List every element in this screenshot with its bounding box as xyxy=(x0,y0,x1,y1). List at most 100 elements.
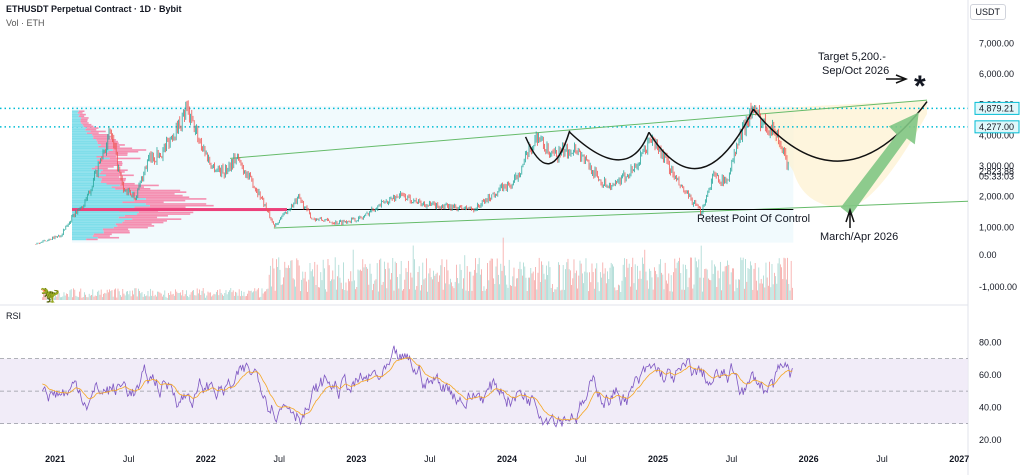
profile-bar-pink xyxy=(97,176,120,178)
profile-bar-blue xyxy=(72,188,116,190)
profile-bar-blue xyxy=(72,144,102,146)
profile-bar-pink xyxy=(145,198,207,200)
profile-bar-blue xyxy=(72,233,94,236)
profile-bar-pink xyxy=(102,169,128,172)
profile-bar-pink xyxy=(99,164,123,166)
price-tag-box xyxy=(974,120,1020,134)
profile-bar-pink xyxy=(102,154,128,156)
profile-bar-blue xyxy=(72,176,98,178)
annotation-target-date: Sep/Oct 2026 xyxy=(822,65,889,77)
profile-bar-pink xyxy=(132,218,182,220)
volume-label[interactable]: Vol · ETH xyxy=(6,18,45,28)
profile-bar-pink xyxy=(100,171,125,173)
profile-bar-blue xyxy=(72,134,93,136)
cup-arc-1 xyxy=(569,131,650,161)
profile-bar-blue xyxy=(72,184,120,187)
target-arrow-icon xyxy=(886,74,909,84)
rsi-label[interactable]: RSI xyxy=(6,311,22,321)
profile-bar-blue xyxy=(72,122,82,124)
profile-bar-blue xyxy=(72,174,106,177)
price-tick-label: 6,000.00 xyxy=(979,69,1014,79)
rsi-tick-label: 20.00 xyxy=(979,435,1002,445)
bottom-arrow-icon xyxy=(845,207,855,228)
profile-bar-pink xyxy=(79,113,86,116)
symbol-title[interactable]: ETHUSDT Perpetual Contract · 1D · Bybit xyxy=(6,4,182,14)
profile-bar-pink xyxy=(86,238,98,241)
annotation-target: Target 5,200.- xyxy=(818,51,886,63)
profile-bar-pink xyxy=(78,115,85,118)
x-tick-label: 2025 xyxy=(648,454,668,464)
profile-bar-blue xyxy=(72,221,123,224)
profile-bar-blue xyxy=(72,203,146,205)
annotation-retest: Retest Point Of Control xyxy=(697,213,810,225)
profile-bar-blue xyxy=(72,130,91,133)
profile-bar-blue xyxy=(72,193,129,195)
profile-bar-blue xyxy=(72,172,100,175)
profile-bar-pink xyxy=(83,125,94,128)
profile-bar-blue xyxy=(72,152,103,155)
projection-arrow xyxy=(840,112,919,216)
profile-bar-pink xyxy=(124,214,168,217)
profile-bar-blue xyxy=(72,162,100,165)
cup-arc-2 xyxy=(648,108,754,170)
profile-bar-pink xyxy=(117,225,155,227)
x-tick-label: 2022 xyxy=(196,454,216,464)
profile-bar-blue xyxy=(72,220,125,222)
profile-bar-blue xyxy=(72,230,104,232)
profile-bar-pink xyxy=(102,152,128,155)
profile-bar-blue xyxy=(72,231,104,234)
profile-bar-blue xyxy=(72,110,79,113)
annotation-bottom: March/Apr 2026 xyxy=(820,231,898,243)
rsi-tick-label: 80.00 xyxy=(979,337,1002,347)
profile-bar-pink xyxy=(131,189,181,192)
rsi-line xyxy=(42,345,793,428)
profile-bar-pink xyxy=(93,233,112,236)
profile-bar-pink xyxy=(145,203,207,205)
profile-bar-blue xyxy=(72,135,94,138)
profile-bar-pink xyxy=(80,120,88,123)
profile-bar-pink xyxy=(77,112,83,114)
profile-bar-pink xyxy=(115,223,152,226)
price-tag-label: 4,277.00 xyxy=(979,122,1014,132)
profile-bar-pink xyxy=(118,216,158,219)
profile-bar-blue xyxy=(72,139,97,141)
profile-bar-blue xyxy=(72,225,118,227)
volume-tick-label: -1,000.00 xyxy=(979,282,1017,292)
rsi-tick-label: 40.00 xyxy=(979,402,1002,412)
price-tag-label: 4,879.21 xyxy=(979,103,1014,113)
profile-bar-blue xyxy=(72,166,95,168)
profile-bar-blue xyxy=(72,159,98,161)
profile-bar-blue xyxy=(72,226,114,229)
profile-bar-blue xyxy=(72,218,133,220)
profile-bar-pink xyxy=(109,157,141,160)
profile-bar-pink xyxy=(138,211,194,214)
profile-bar-blue xyxy=(72,189,132,192)
profile-bar-blue xyxy=(72,198,146,200)
profile-bar-blue xyxy=(72,113,80,116)
profile-bar-blue xyxy=(72,117,82,119)
profile-bar-blue xyxy=(72,145,99,148)
profile-bar-blue xyxy=(72,161,100,163)
profile-bar-blue xyxy=(72,223,116,226)
profile-bar-pink xyxy=(80,118,88,121)
x-tick-label: 2021 xyxy=(45,454,65,464)
cup-arc-0 xyxy=(524,130,571,165)
profile-bar-pink xyxy=(97,142,119,145)
profile-bar-blue xyxy=(72,149,113,151)
profile-bar-blue xyxy=(72,196,137,199)
profile-bar-blue xyxy=(72,127,87,129)
profile-bar-blue xyxy=(72,194,133,197)
x-tick-label: Jul xyxy=(123,454,135,464)
profile-bar-blue xyxy=(72,201,123,204)
profile-bar-pink xyxy=(137,213,191,215)
currency-button[interactable]: USDT xyxy=(969,4,1006,20)
profile-bar-blue xyxy=(72,164,100,166)
profile-bar-pink xyxy=(94,166,114,168)
price-tick-label: 3,000.00 xyxy=(979,161,1014,171)
profile-bar-pink xyxy=(92,235,110,237)
price-tag-box xyxy=(974,101,1020,115)
price-tick-label: 4,000.00 xyxy=(979,130,1014,140)
profile-bar-pink xyxy=(100,181,125,183)
